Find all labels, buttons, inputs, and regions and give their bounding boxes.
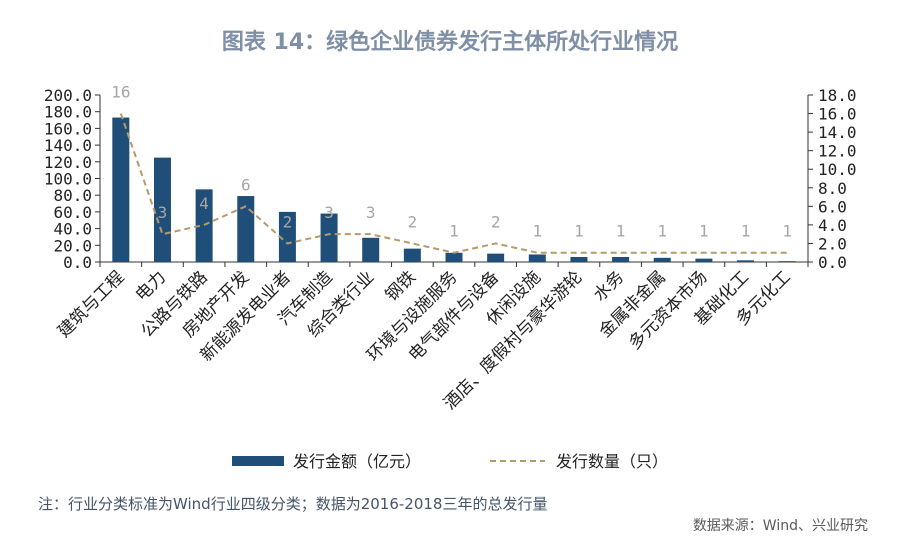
bar-amount — [153, 157, 171, 262]
data-source: 数据来源：Wind、兴业研究 — [692, 518, 868, 534]
chart-title: 图表 14：绿色企业债券发行主体所处行业情况 — [221, 30, 679, 55]
right-tick-label: 2.0 — [818, 234, 847, 253]
bar-amount — [320, 213, 338, 262]
right-tick-label: 18.0 — [818, 86, 857, 105]
count-data-label: 1 — [616, 222, 626, 241]
count-data-label: 4 — [199, 194, 209, 213]
count-data-label: 1 — [449, 222, 459, 241]
right-tick-label: 12.0 — [818, 142, 857, 161]
legend-label-count: 发行数量（只） — [556, 452, 668, 471]
count-data-label: 3 — [158, 203, 168, 222]
line-count-series — [119, 113, 788, 254]
count-data-label: 6 — [241, 175, 251, 194]
bar-amount — [237, 196, 255, 262]
left-tick-label: 20.0 — [53, 236, 92, 255]
count-data-label: 16 — [111, 83, 130, 102]
right-tick-label: 6.0 — [818, 197, 847, 216]
right-tick-label: 8.0 — [818, 179, 847, 198]
left-tick-label: 180.0 — [44, 103, 92, 122]
bar-amount — [278, 211, 296, 262]
legend-swatch-amount — [232, 456, 284, 466]
left-tick-label: 140.0 — [44, 136, 92, 155]
right-tick-label: 16.0 — [818, 105, 857, 124]
left-tick-label: 120.0 — [44, 153, 92, 172]
count-data-label: 1 — [782, 222, 792, 241]
left-tick-label: 40.0 — [53, 220, 92, 239]
legend-label-amount: 发行金额（亿元） — [293, 452, 421, 471]
footnote: 注：行业分类标准为Wind行业四级分类；数据为2016-2018三年的总发行量 — [38, 495, 548, 513]
x-category-label: 建筑与工程 — [54, 267, 128, 341]
right-tick-label: 14.0 — [818, 123, 857, 142]
bar-amount — [403, 248, 421, 262]
bar-amount — [737, 260, 755, 262]
bar-amount — [362, 237, 380, 262]
count-data-label: 1 — [657, 222, 667, 241]
bar-amount — [653, 257, 671, 262]
right-tick-label: 4.0 — [818, 216, 847, 235]
count-data-label: 3 — [366, 203, 376, 222]
bar-amount — [570, 256, 588, 262]
bar-amount — [487, 253, 505, 262]
count-data-label: 1 — [574, 222, 584, 241]
bar-amount — [528, 254, 546, 262]
count-data-label: 3 — [324, 203, 334, 222]
count-data-label: 2 — [491, 212, 501, 231]
bar-amount — [778, 261, 796, 262]
axes-layer: 0.020.040.060.080.0100.0120.0140.0160.01… — [44, 86, 857, 272]
count-data-label: 1 — [741, 222, 751, 241]
count-data-label: 1 — [532, 222, 542, 241]
bar-amount — [695, 258, 713, 262]
bar-amount — [112, 117, 130, 262]
left-tick-label: 0.0 — [63, 253, 92, 272]
left-tick-label: 100.0 — [44, 170, 92, 189]
bar-amount — [445, 252, 463, 262]
left-tick-label: 200.0 — [44, 86, 92, 105]
count-data-label: 1 — [699, 222, 709, 241]
count-line-layer — [119, 113, 788, 254]
left-tick-label: 160.0 — [44, 119, 92, 138]
left-tick-label: 60.0 — [53, 203, 92, 222]
right-tick-label: 0.0 — [818, 253, 847, 272]
count-data-label: 2 — [283, 212, 293, 231]
legend: 发行金额（亿元） 发行数量（只） — [232, 452, 668, 471]
bar-amount — [612, 256, 630, 262]
count-data-label: 2 — [408, 212, 418, 231]
left-tick-label: 80.0 — [53, 186, 92, 205]
right-tick-label: 10.0 — [818, 160, 857, 179]
